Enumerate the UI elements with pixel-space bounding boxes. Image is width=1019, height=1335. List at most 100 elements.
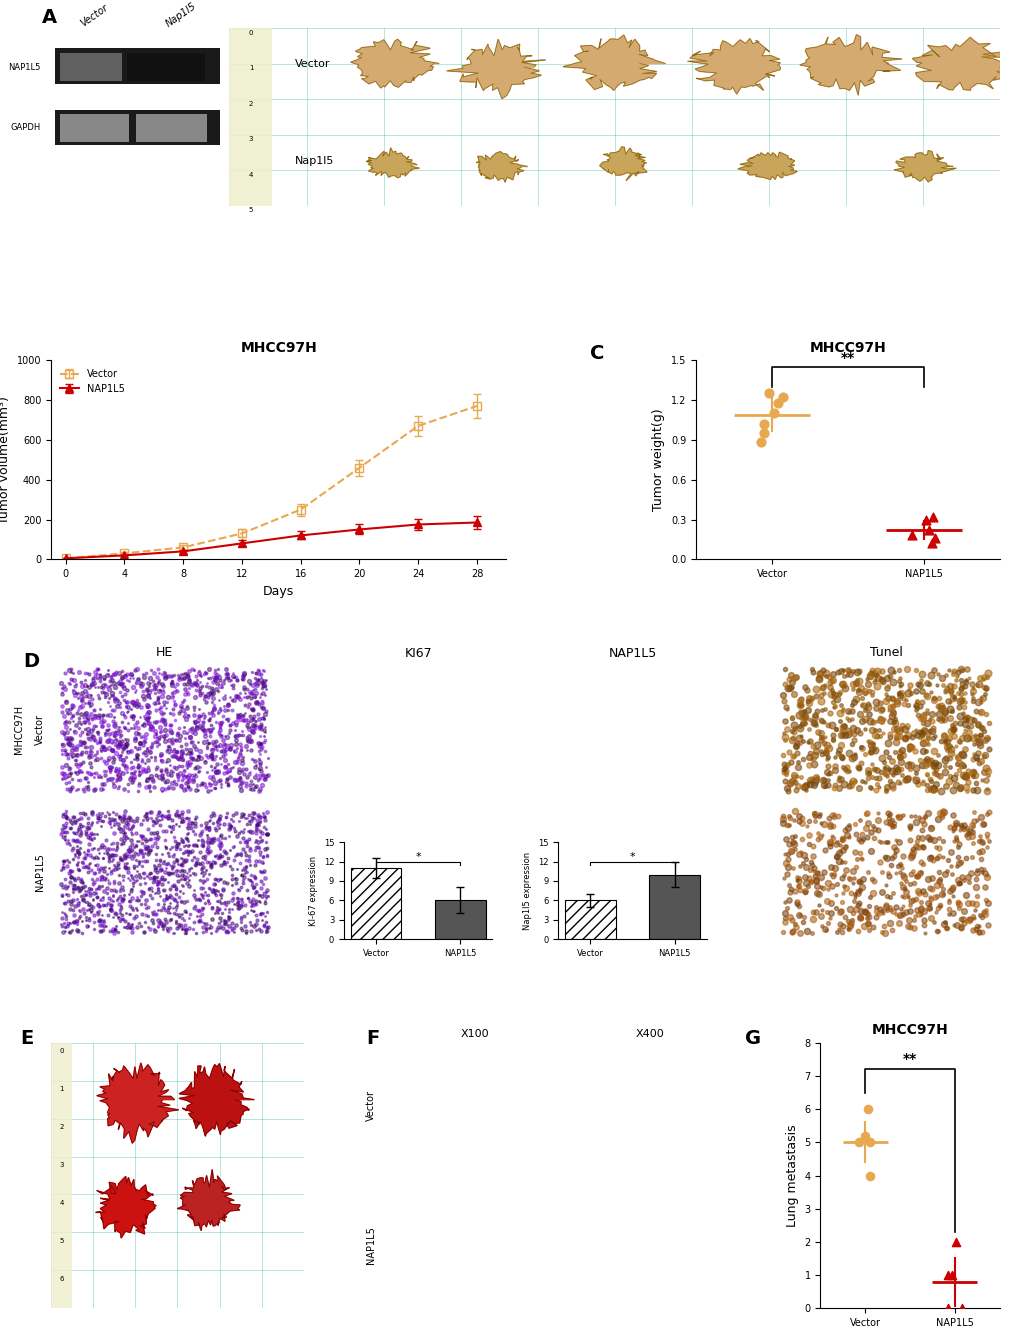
Text: 5: 5 (249, 207, 253, 214)
Title: MHCC97H: MHCC97H (809, 340, 886, 355)
Text: X100: X100 (460, 1029, 488, 1039)
Bar (649, 874, 699, 940)
Point (850, 1132, 866, 1153)
Bar (565, 900, 614, 940)
Polygon shape (476, 152, 527, 182)
FancyBboxPatch shape (60, 53, 122, 81)
Polygon shape (562, 35, 664, 91)
Text: 0: 0 (59, 1048, 64, 1055)
Text: 5: 5 (59, 1238, 63, 1244)
Point (755, 414, 771, 435)
Polygon shape (97, 1063, 178, 1143)
Point (752, 431, 768, 453)
Polygon shape (179, 1064, 254, 1136)
Text: A: A (42, 8, 57, 28)
Text: C: C (589, 344, 603, 363)
Y-axis label: KI-67 expression: KI-67 expression (309, 856, 318, 925)
Polygon shape (894, 151, 956, 182)
Text: NAP1L5: NAP1L5 (8, 63, 41, 72)
Polygon shape (799, 35, 901, 95)
Point (923, 506, 940, 527)
X-axis label: Days: Days (263, 585, 294, 598)
Point (861, 1165, 877, 1187)
Point (947, 1231, 963, 1252)
Title: MHCC97H: MHCC97H (871, 1024, 948, 1037)
Text: Nap1l5: Nap1l5 (164, 1, 198, 29)
Y-axis label: Nap1l5 expression: Nap1l5 expression (523, 852, 532, 929)
FancyBboxPatch shape (229, 28, 272, 206)
Text: Tunel: Tunel (869, 646, 902, 658)
Polygon shape (687, 39, 780, 93)
Polygon shape (366, 148, 419, 178)
FancyBboxPatch shape (60, 113, 129, 143)
Text: KI67: KI67 (404, 647, 432, 661)
Text: E: E (20, 1029, 34, 1048)
FancyBboxPatch shape (51, 1043, 72, 1308)
Text: 3: 3 (249, 136, 253, 143)
Point (940, 1264, 956, 1286)
Text: 0: 0 (249, 29, 253, 36)
Point (856, 1125, 872, 1147)
Text: 2: 2 (249, 101, 253, 107)
Text: 2: 2 (59, 1124, 63, 1131)
Text: D: D (23, 651, 40, 672)
Text: Vector: Vector (294, 59, 330, 68)
FancyBboxPatch shape (136, 113, 207, 143)
Polygon shape (911, 37, 1013, 91)
Text: Vector: Vector (35, 714, 45, 745)
Point (774, 387, 791, 409)
Text: MHCC97H: MHCC97H (14, 705, 24, 754)
FancyBboxPatch shape (55, 48, 220, 84)
Point (920, 519, 936, 541)
Text: **: ** (902, 1052, 916, 1065)
Point (760, 383, 776, 405)
Polygon shape (96, 1176, 156, 1238)
Point (926, 527, 943, 549)
Text: NAP1L5: NAP1L5 (366, 1226, 376, 1264)
Text: G: G (745, 1029, 760, 1048)
Text: Vector: Vector (78, 3, 110, 29)
Y-axis label: Tumor weight(g): Tumor weight(g) (652, 409, 664, 511)
Polygon shape (177, 1169, 239, 1231)
Text: GAPDH: GAPDH (10, 123, 41, 132)
Text: *: * (415, 852, 421, 862)
Point (953, 1298, 969, 1319)
Point (768, 392, 785, 414)
Text: NAP1L5: NAP1L5 (607, 647, 656, 661)
Point (903, 525, 919, 546)
Text: 4: 4 (59, 1200, 63, 1207)
Polygon shape (599, 147, 646, 180)
Point (861, 1132, 877, 1153)
Point (943, 1264, 959, 1286)
Legend: Vector, NAP1L5: Vector, NAP1L5 (56, 364, 128, 398)
Point (755, 422, 771, 443)
Text: 3: 3 (59, 1163, 64, 1168)
Point (938, 1298, 955, 1319)
Point (765, 403, 782, 425)
FancyBboxPatch shape (127, 53, 205, 81)
Polygon shape (738, 152, 797, 180)
Text: 6: 6 (59, 1276, 64, 1282)
Title: MHCC97H: MHCC97H (240, 340, 317, 355)
Text: Nap1l5: Nap1l5 (294, 156, 334, 166)
Point (923, 533, 940, 554)
Text: 1: 1 (249, 65, 253, 71)
Text: NAP1L5: NAP1L5 (35, 853, 45, 892)
Bar (351, 868, 400, 940)
FancyBboxPatch shape (55, 109, 220, 146)
Text: *: * (629, 852, 635, 862)
Text: **: ** (840, 351, 854, 366)
Point (917, 509, 933, 530)
Y-axis label: Tumor volume(mm³): Tumor volume(mm³) (0, 395, 11, 523)
Text: Vector: Vector (366, 1091, 376, 1121)
Text: 1: 1 (59, 1087, 64, 1092)
Y-axis label: Lung metastasis: Lung metastasis (786, 1124, 798, 1227)
Bar (435, 900, 485, 940)
Text: HE: HE (156, 646, 173, 658)
Polygon shape (351, 39, 438, 88)
Point (859, 1099, 875, 1120)
Polygon shape (446, 39, 545, 99)
Text: F: F (366, 1029, 379, 1048)
Text: X400: X400 (635, 1029, 663, 1039)
Text: 4: 4 (249, 172, 253, 178)
